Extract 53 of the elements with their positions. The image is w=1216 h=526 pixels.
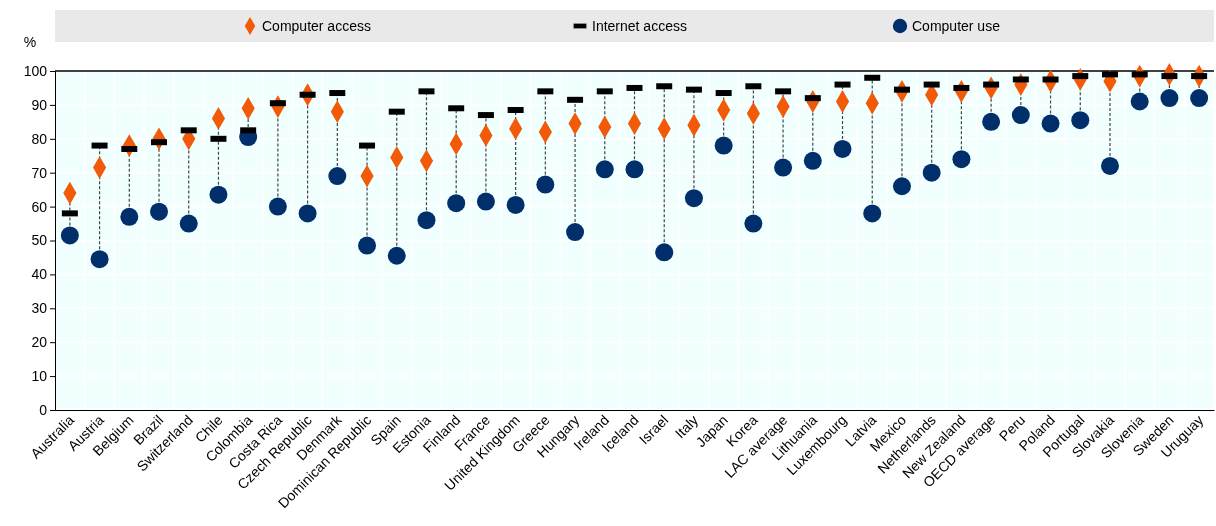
point <box>1130 92 1149 111</box>
y-tick-label: 0 <box>39 401 48 418</box>
point <box>1100 156 1119 175</box>
point <box>268 197 287 216</box>
point <box>358 236 377 255</box>
point <box>328 167 347 186</box>
point <box>863 204 882 223</box>
y-tick-label: 50 <box>31 232 48 249</box>
y-tick-label: 40 <box>31 266 48 283</box>
point <box>120 207 139 226</box>
legend-label: Computer access <box>262 17 371 34</box>
point <box>566 223 585 242</box>
point <box>952 150 971 169</box>
point <box>387 246 406 265</box>
point <box>150 202 169 221</box>
point <box>1041 114 1060 133</box>
point <box>595 160 614 179</box>
point <box>447 194 466 213</box>
point <box>803 151 822 170</box>
point <box>684 189 703 208</box>
point <box>714 136 733 155</box>
y-tick-label: 30 <box>31 300 48 317</box>
point <box>476 192 495 211</box>
point <box>744 214 763 233</box>
legend-label: Computer use <box>912 17 1001 34</box>
y-tick-label: 70 <box>31 164 48 181</box>
y-tick-label: 20 <box>31 334 48 351</box>
y-tick-label: 80 <box>31 130 48 147</box>
point <box>892 177 911 196</box>
point <box>209 185 228 204</box>
point <box>179 214 198 233</box>
legend-label: Internet access <box>592 17 687 34</box>
point <box>774 158 793 177</box>
point <box>1190 89 1209 108</box>
point <box>922 163 941 182</box>
point <box>625 160 644 179</box>
point <box>90 250 109 269</box>
point <box>1071 111 1090 130</box>
point <box>298 204 317 223</box>
point <box>60 226 79 245</box>
point <box>982 112 1001 131</box>
point <box>1160 89 1179 108</box>
point <box>1011 106 1030 125</box>
point <box>506 195 525 214</box>
point <box>417 211 436 230</box>
y-tick-label: 100 <box>23 62 48 79</box>
y-tick-label: 60 <box>31 198 48 215</box>
point <box>655 243 674 262</box>
y-tick-label: 90 <box>31 96 48 113</box>
y-axis-title: % <box>23 34 37 50</box>
point <box>833 139 852 158</box>
point <box>536 175 555 194</box>
y-tick-label: 10 <box>31 368 48 385</box>
